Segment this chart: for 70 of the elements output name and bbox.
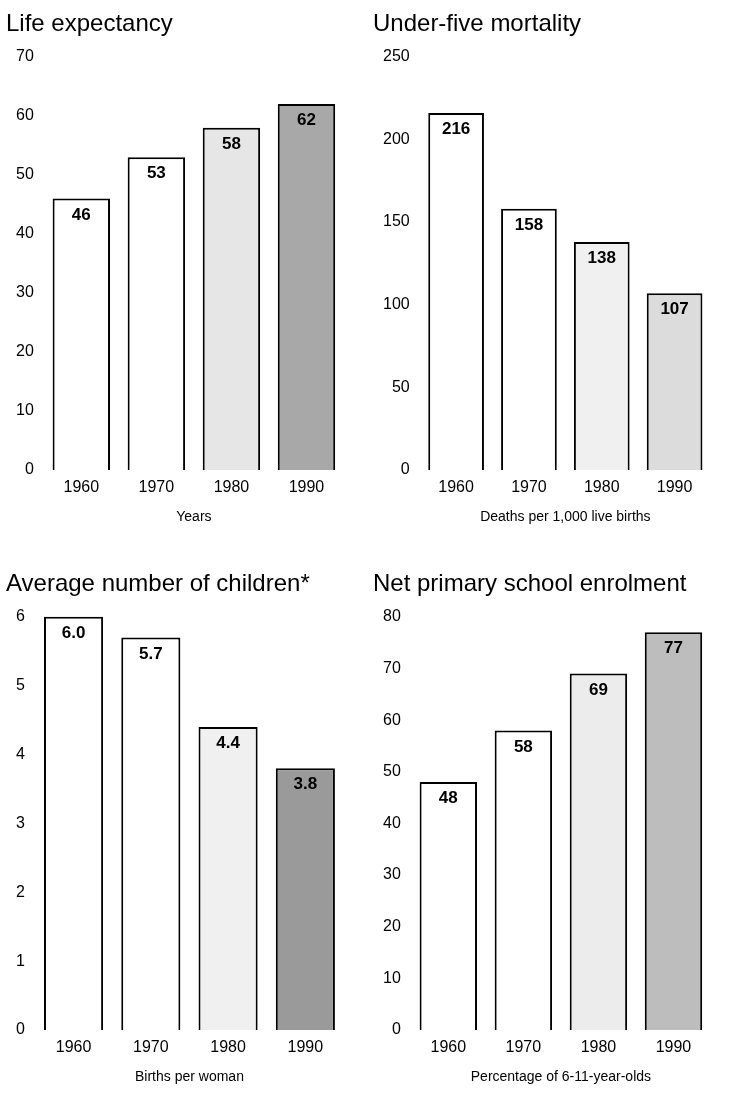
chart-title: Average number of children* — [6, 569, 310, 597]
data-label: 138 — [587, 248, 616, 268]
data-label: 4.4 — [216, 733, 241, 753]
data-label: 48 — [438, 788, 458, 808]
y-tick-label: 30 — [16, 283, 34, 301]
y-tick-label: 200 — [382, 129, 410, 147]
y-tick-label: 60 — [383, 710, 401, 728]
x-tick-label: 1990 — [287, 1038, 324, 1056]
y-tick-label: 50 — [383, 762, 401, 780]
x-axis-title: Years — [176, 508, 212, 525]
data-label: 53 — [146, 163, 166, 183]
y-tick-label: 10 — [16, 401, 34, 419]
x-tick-label: 1960 — [63, 478, 100, 496]
x-axis-title: Percentage of 6-11-year-olds — [470, 1068, 652, 1085]
y-tick-label: 20 — [383, 917, 401, 935]
x-tick-label: 1980 — [583, 478, 620, 496]
y-tick-label: 30 — [383, 865, 401, 883]
y-tick-label: 0 — [391, 1020, 401, 1038]
y-tick-label: 40 — [383, 813, 401, 831]
y-tick-label: 10 — [383, 968, 401, 986]
x-tick-label: 1990 — [288, 478, 325, 496]
x-axis-title: Deaths per 1,000 live births — [480, 508, 651, 525]
y-tick-label: 150 — [382, 212, 410, 230]
data-label: 158 — [514, 215, 544, 235]
data-label: 6.0 — [61, 622, 86, 642]
y-tick-label: 0 — [24, 460, 34, 478]
x-tick-label: 1960 — [438, 478, 475, 496]
x-tick-label: 1990 — [656, 478, 693, 496]
y-tick-label: 50 — [16, 165, 34, 183]
x-tick-label: 1960 — [430, 1038, 467, 1056]
data-label: 3.8 — [293, 774, 318, 794]
y-tick-label: 80 — [383, 607, 401, 625]
y-tick-label: 2 — [15, 882, 25, 900]
data-label: 62 — [297, 110, 316, 130]
y-tick-label: 100 — [382, 295, 410, 313]
y-tick-label: 70 — [383, 658, 401, 676]
y-tick-label: 5 — [15, 676, 25, 694]
data-label: 58 — [221, 133, 241, 153]
data-label: 5.7 — [138, 643, 163, 663]
y-tick-label: 20 — [16, 342, 34, 360]
y-tick-label: 0 — [400, 460, 410, 478]
data-label: 58 — [513, 736, 533, 756]
data-label: 107 — [660, 299, 689, 319]
data-label: 77 — [664, 638, 683, 658]
chart-title: Under-five mortality — [373, 9, 582, 37]
y-tick-label: 1 — [15, 951, 25, 969]
y-tick-label: 0 — [15, 1020, 25, 1038]
x-tick-label: 1970 — [138, 478, 175, 496]
x-tick-label: 1980 — [213, 478, 250, 496]
y-tick-label: 6 — [15, 607, 25, 625]
y-tick-label: 70 — [16, 47, 34, 65]
data-label: 46 — [71, 204, 91, 224]
y-tick-label: 40 — [16, 224, 34, 242]
x-tick-label: 1960 — [55, 1038, 92, 1056]
x-tick-label: 1970 — [505, 1038, 542, 1056]
x-tick-label: 1980 — [580, 1038, 617, 1056]
x-tick-label: 1980 — [210, 1038, 246, 1056]
x-axis-title: Births per woman — [134, 1068, 244, 1085]
y-tick-label: 50 — [391, 377, 410, 395]
y-tick-label: 250 — [382, 47, 410, 65]
x-tick-label: 1990 — [655, 1038, 692, 1056]
data-label: 69 — [588, 679, 608, 699]
data-label: 216 — [441, 119, 471, 139]
x-tick-label: 1970 — [133, 1038, 169, 1056]
y-tick-label: 4 — [15, 744, 25, 762]
x-tick-label: 1970 — [511, 478, 547, 496]
y-tick-label: 3 — [15, 813, 25, 831]
y-tick-label: 60 — [16, 106, 34, 124]
chart-title: Life expectancy — [6, 9, 173, 37]
chart-title: Net primary school enrolment — [373, 569, 687, 597]
